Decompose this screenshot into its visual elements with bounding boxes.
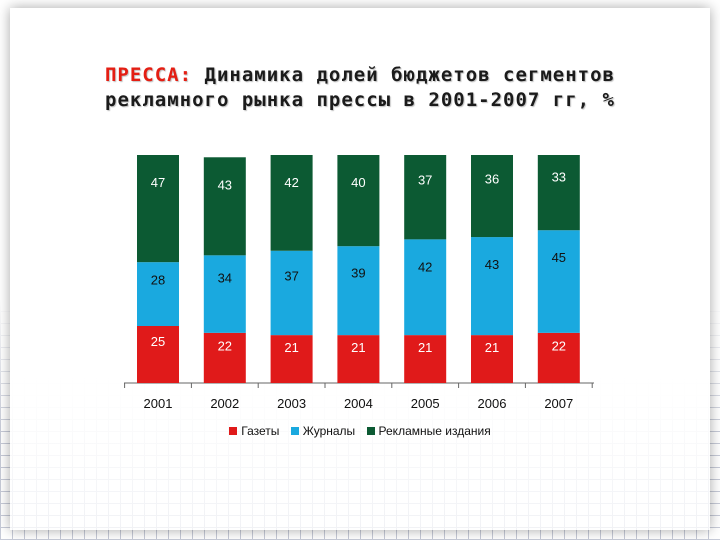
data-label-newspapers-2001: 25 xyxy=(151,334,165,349)
data-label-ads-2005: 37 xyxy=(418,173,432,188)
data-label-ads-2006: 36 xyxy=(485,172,499,187)
x-tick-label-2001: 2001 xyxy=(144,396,173,411)
chart-title-line-1: ПРЕССА: Динамика долей бюджетов сегменто… xyxy=(20,64,700,86)
title-line-1-text: Динамика долей бюджетов сегментов xyxy=(192,64,615,86)
data-label-ads-2001: 47 xyxy=(151,175,165,190)
bar-ads-2003 xyxy=(270,155,313,251)
bar-newspapers-2004 xyxy=(337,335,380,383)
bar-magazines-2002 xyxy=(203,255,246,333)
bar-ads-2002 xyxy=(203,157,246,256)
legend-label-ads: Рекламные издания xyxy=(378,424,491,438)
data-label-newspapers-2002: 22 xyxy=(218,338,232,353)
x-tick-label-2005: 2005 xyxy=(411,396,440,411)
legend-label-magazines: Журналы xyxy=(302,424,356,438)
data-label-newspapers-2006: 21 xyxy=(485,340,499,355)
data-label-newspapers-2003: 21 xyxy=(284,340,298,355)
data-label-magazines-2005: 42 xyxy=(418,259,432,274)
data-label-magazines-2006: 43 xyxy=(485,257,499,272)
legend-swatch-newspapers xyxy=(229,427,238,435)
data-label-ads-2002: 43 xyxy=(218,177,232,192)
data-label-newspapers-2007: 22 xyxy=(552,338,566,353)
legend-swatch-magazines xyxy=(290,427,299,435)
data-label-magazines-2004: 39 xyxy=(351,265,365,280)
title-accent: ПРЕССА: xyxy=(104,64,193,86)
x-tick-label-2006: 2006 xyxy=(478,396,507,411)
bar-magazines-2007 xyxy=(537,230,580,333)
bar-newspapers-2001 xyxy=(137,326,179,383)
bar-magazines-2004 xyxy=(337,246,380,336)
bar-ads-2005 xyxy=(404,155,447,240)
data-label-magazines-2001: 28 xyxy=(151,273,165,288)
x-tick-label-2002: 2002 xyxy=(210,396,239,411)
data-label-ads-2007: 33 xyxy=(552,169,566,184)
data-label-magazines-2003: 37 xyxy=(284,268,298,283)
x-tick-label-2007: 2007 xyxy=(544,396,573,411)
bar-magazines-2003 xyxy=(270,250,313,336)
bar-newspapers-2006 xyxy=(471,335,513,383)
bar-ads-2004 xyxy=(337,155,380,247)
legend-item-newspapers: Газеты xyxy=(229,424,279,438)
bar-newspapers-2002 xyxy=(203,332,246,383)
legend-swatch-ads xyxy=(366,427,375,435)
legend-item-ads: Рекламные издания xyxy=(366,424,491,438)
bar-magazines-2005 xyxy=(404,239,447,336)
legend-label-newspapers: Газеты xyxy=(241,424,280,438)
data-label-ads-2004: 40 xyxy=(351,175,365,190)
bar-ads-2001 xyxy=(137,155,179,263)
data-label-newspapers-2005: 21 xyxy=(418,340,432,355)
bar-newspapers-2003 xyxy=(270,335,313,383)
data-label-newspapers-2004: 21 xyxy=(351,340,365,355)
bar-magazines-2006 xyxy=(471,237,513,336)
bar-magazines-2001 xyxy=(137,262,179,326)
bar-newspapers-2007 xyxy=(537,332,580,383)
bar-newspapers-2005 xyxy=(404,335,447,383)
x-tick-label-2004: 2004 xyxy=(344,396,373,411)
chart-title-line-2: рекламного рынка прессы в 2001-2007 гг, … xyxy=(105,89,615,111)
data-label-magazines-2002: 34 xyxy=(218,270,232,285)
data-label-ads-2003: 42 xyxy=(284,175,298,190)
data-label-magazines-2007: 45 xyxy=(552,250,566,265)
bar-ads-2007 xyxy=(537,155,580,231)
x-tick-label-2003: 2003 xyxy=(277,396,306,411)
bar-ads-2006 xyxy=(471,155,513,238)
chart-legend: Газеты Журналы Рекламные издания xyxy=(0,424,720,438)
legend-item-magazines: Журналы xyxy=(290,424,356,438)
